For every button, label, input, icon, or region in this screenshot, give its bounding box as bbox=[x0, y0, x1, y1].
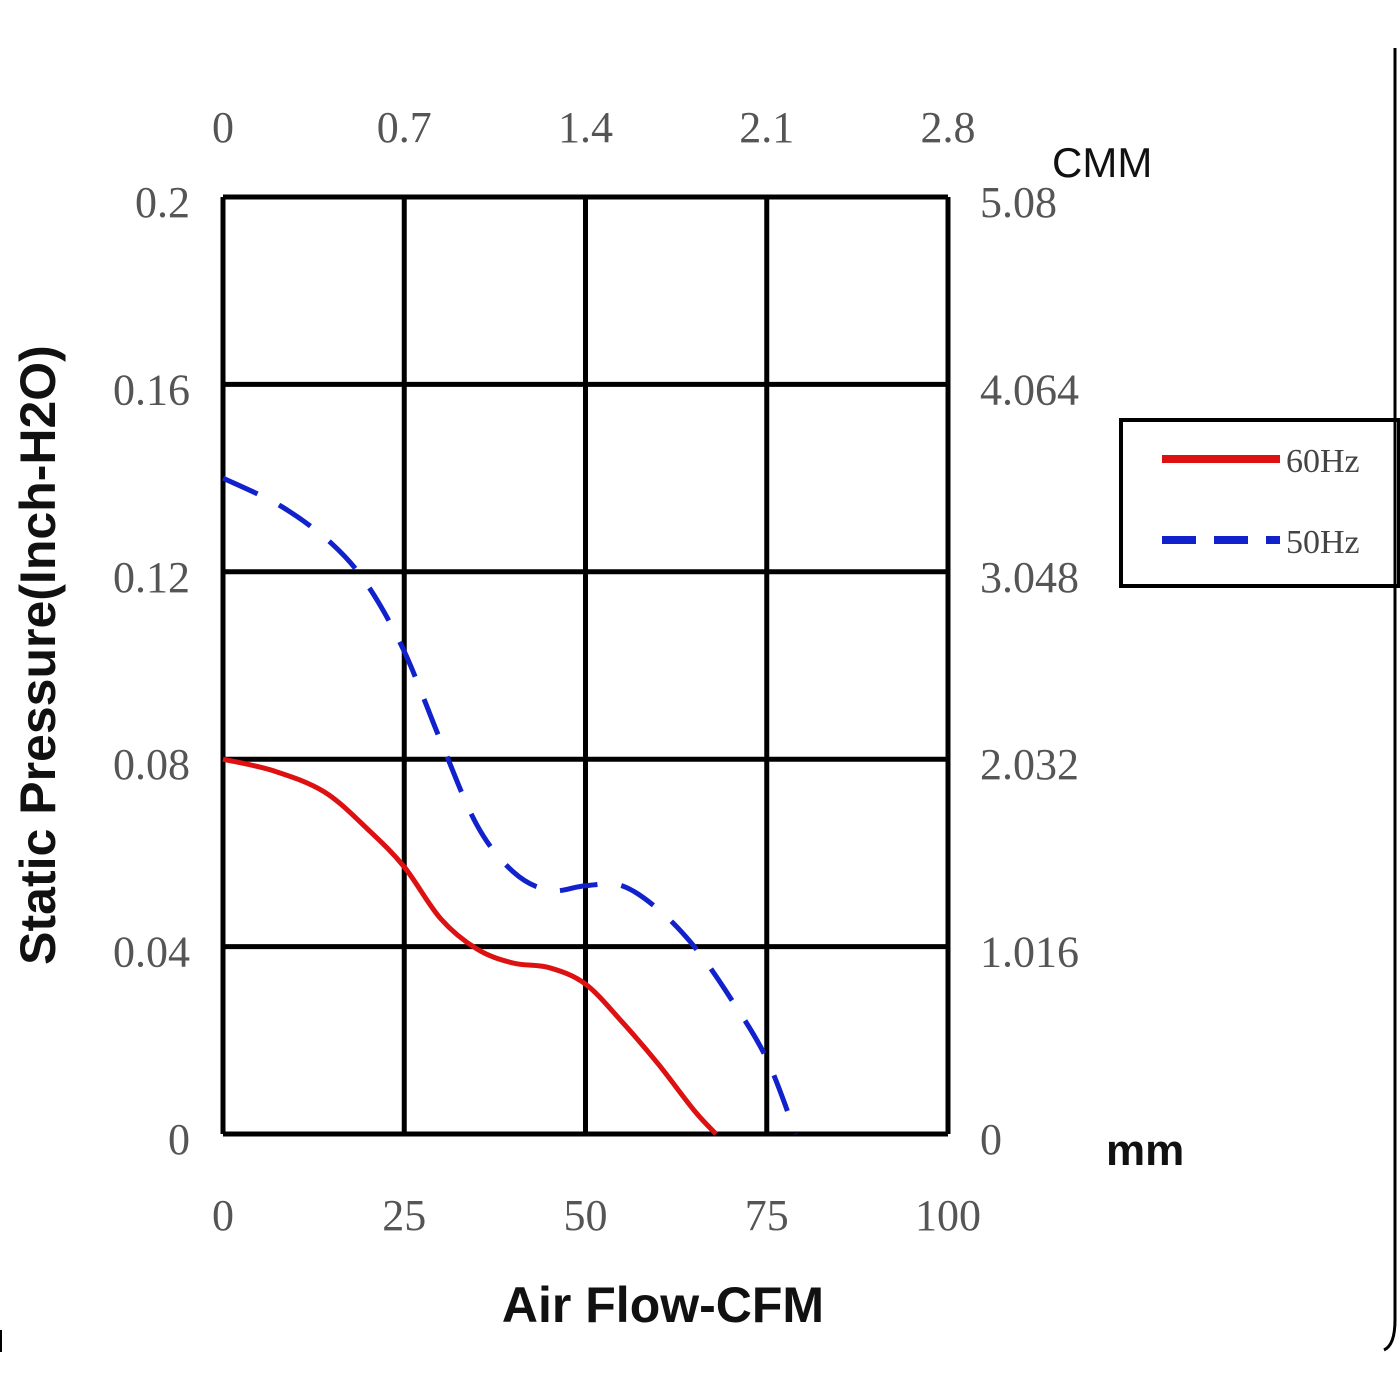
x2-tick-label: 2.1 bbox=[739, 103, 794, 152]
y2-tick-label: 4.064 bbox=[980, 365, 1079, 414]
x2-tick-label: 1.4 bbox=[558, 103, 613, 152]
series-line-50hz bbox=[221, 475, 799, 1135]
series-layer bbox=[221, 475, 799, 1136]
y2-tick-label: 5.08 bbox=[980, 178, 1057, 227]
series-line-60hz bbox=[222, 756, 718, 1136]
y-tick-label: 0.12 bbox=[113, 553, 190, 602]
y-tick-label: 0.08 bbox=[113, 740, 190, 789]
corner-bracket bbox=[1383, 48, 1397, 1352]
y-tick-label: 0.16 bbox=[113, 365, 190, 414]
x-tick-label: 75 bbox=[745, 1191, 789, 1240]
legend-label-60hz: 60Hz bbox=[1286, 443, 1360, 480]
y-tick-label: 0 bbox=[168, 1115, 190, 1164]
x2-axis-unit: CMM bbox=[1052, 139, 1152, 186]
legend-label-50hz: 50Hz bbox=[1286, 524, 1360, 561]
y-tick-label: 0.2 bbox=[135, 178, 190, 227]
legend: 60Hz 50Hz bbox=[1119, 418, 1400, 588]
x-axis-title: Air Flow-CFM bbox=[502, 1277, 824, 1333]
grid bbox=[220, 194, 951, 1137]
x2-tick-label: 0 bbox=[212, 103, 234, 152]
x-tick-label: 25 bbox=[382, 1191, 426, 1240]
x-tick-label: 100 bbox=[915, 1191, 981, 1240]
y2-tick-label: 3.048 bbox=[980, 553, 1079, 602]
y2-tick-label: 0 bbox=[980, 1115, 1002, 1164]
x-tick-label: 50 bbox=[564, 1191, 608, 1240]
y2-tick-label: 1.016 bbox=[980, 928, 1079, 977]
x2-tick-label: 2.8 bbox=[921, 103, 976, 152]
y-axis-title: Static Pressure(Inch-H2O) bbox=[10, 345, 66, 965]
x2-tick-label: 0.7 bbox=[377, 103, 432, 152]
legend-box bbox=[1119, 418, 1400, 588]
y2-axis-unit: mm bbox=[1106, 1126, 1184, 1175]
y-tick-label: 0.04 bbox=[113, 928, 190, 977]
y2-tick-label: 2.032 bbox=[980, 740, 1079, 789]
x-tick-label: 0 bbox=[212, 1191, 234, 1240]
tick-labels: 0 25 50 75 100 0 0.7 1.4 2.1 2.8 0 0.04 0.08 0.12 0.16… bbox=[113, 103, 1079, 1240]
